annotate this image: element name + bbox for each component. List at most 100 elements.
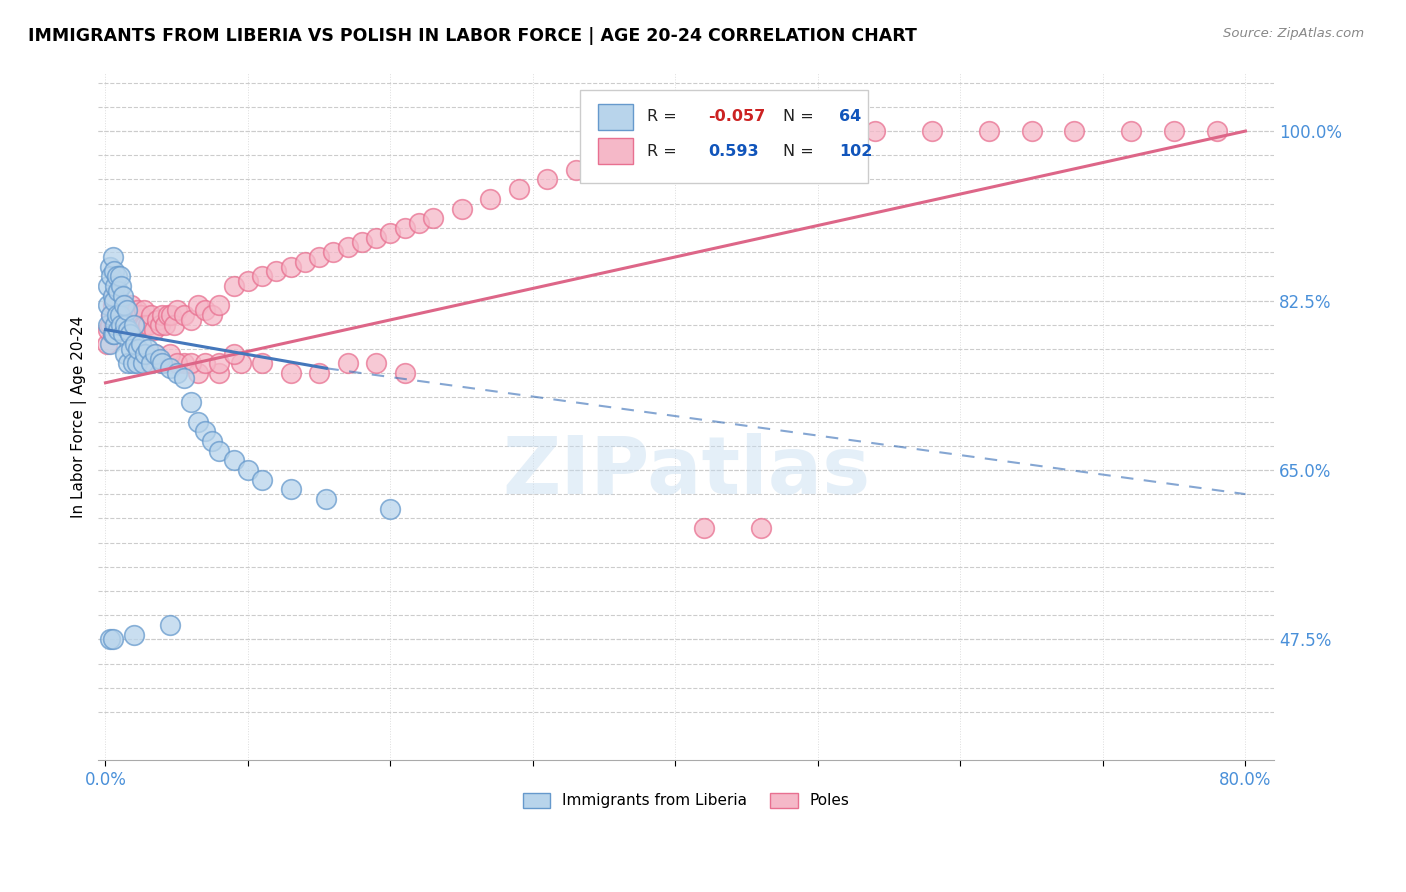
Point xyxy=(105,308,128,322)
Point xyxy=(280,366,302,380)
Point xyxy=(103,327,125,342)
Point xyxy=(103,288,125,302)
Point xyxy=(173,308,195,322)
Point xyxy=(104,318,127,332)
Point xyxy=(236,274,259,288)
Point xyxy=(187,366,209,380)
Point xyxy=(308,366,330,380)
Point xyxy=(160,308,183,322)
Point xyxy=(114,308,136,322)
Point xyxy=(115,303,138,318)
Point xyxy=(117,356,139,370)
Point xyxy=(101,250,124,264)
Point xyxy=(103,264,125,278)
Point xyxy=(110,308,132,322)
Point xyxy=(222,279,245,293)
Point xyxy=(422,211,444,226)
Point xyxy=(103,293,125,308)
Point xyxy=(110,279,132,293)
Point xyxy=(159,617,181,632)
Point xyxy=(315,491,337,506)
Text: Source: ZipAtlas.com: Source: ZipAtlas.com xyxy=(1223,27,1364,40)
Point xyxy=(252,269,274,284)
Point xyxy=(479,192,502,206)
Point xyxy=(136,318,159,332)
Point xyxy=(120,342,142,356)
Point xyxy=(136,356,159,370)
Point xyxy=(139,356,162,370)
Point xyxy=(120,298,142,312)
Point xyxy=(143,347,166,361)
Point xyxy=(201,308,224,322)
Point xyxy=(366,356,388,370)
Point xyxy=(194,356,217,370)
Point xyxy=(105,298,128,312)
Y-axis label: In Labor Force | Age 20-24: In Labor Force | Age 20-24 xyxy=(72,316,87,518)
Point xyxy=(107,308,129,322)
Point xyxy=(97,279,120,293)
Point xyxy=(222,453,245,467)
Point xyxy=(159,347,181,361)
Point xyxy=(863,124,886,138)
Point xyxy=(107,322,129,336)
Point xyxy=(122,308,145,322)
Point xyxy=(97,322,120,336)
Point xyxy=(536,172,558,186)
FancyBboxPatch shape xyxy=(581,90,869,183)
Point xyxy=(155,318,177,332)
Point xyxy=(593,153,616,168)
Point xyxy=(1063,124,1085,138)
Point xyxy=(117,318,139,332)
Point xyxy=(114,318,136,332)
Point xyxy=(108,269,131,284)
Point xyxy=(100,308,122,322)
Point xyxy=(112,298,135,312)
Point xyxy=(236,463,259,477)
Point xyxy=(229,356,252,370)
Point xyxy=(749,521,772,535)
Point xyxy=(111,318,134,332)
Point xyxy=(101,298,124,312)
Point xyxy=(208,356,231,370)
Point xyxy=(122,318,145,332)
Point xyxy=(159,361,181,376)
Text: 0.593: 0.593 xyxy=(709,144,759,159)
Point xyxy=(394,366,416,380)
Point xyxy=(693,521,716,535)
Point xyxy=(134,347,156,361)
Point xyxy=(921,124,943,138)
Point xyxy=(977,124,1000,138)
Point xyxy=(749,124,772,138)
Text: R =: R = xyxy=(647,144,678,159)
Point xyxy=(194,424,217,438)
Point xyxy=(143,347,166,361)
Point xyxy=(97,298,120,312)
Point xyxy=(101,327,124,342)
Point xyxy=(450,202,472,216)
Point xyxy=(111,327,134,342)
Point xyxy=(98,260,121,274)
Point xyxy=(96,337,118,351)
Point xyxy=(129,347,152,361)
Point xyxy=(104,279,127,293)
Point xyxy=(1163,124,1185,138)
Bar xyxy=(598,138,633,164)
Point xyxy=(121,318,143,332)
Point xyxy=(101,327,124,342)
Point xyxy=(308,250,330,264)
Point xyxy=(252,356,274,370)
Point xyxy=(149,351,172,366)
Point xyxy=(125,356,148,370)
Point xyxy=(350,235,373,250)
Point xyxy=(118,327,141,342)
Text: 64: 64 xyxy=(839,110,862,125)
Point xyxy=(101,288,124,302)
Point xyxy=(139,308,162,322)
Point xyxy=(142,322,165,336)
Point xyxy=(118,308,141,322)
Point xyxy=(146,313,169,327)
Point xyxy=(266,264,288,278)
Point xyxy=(152,356,174,370)
Point xyxy=(132,303,155,318)
Point xyxy=(115,303,138,318)
